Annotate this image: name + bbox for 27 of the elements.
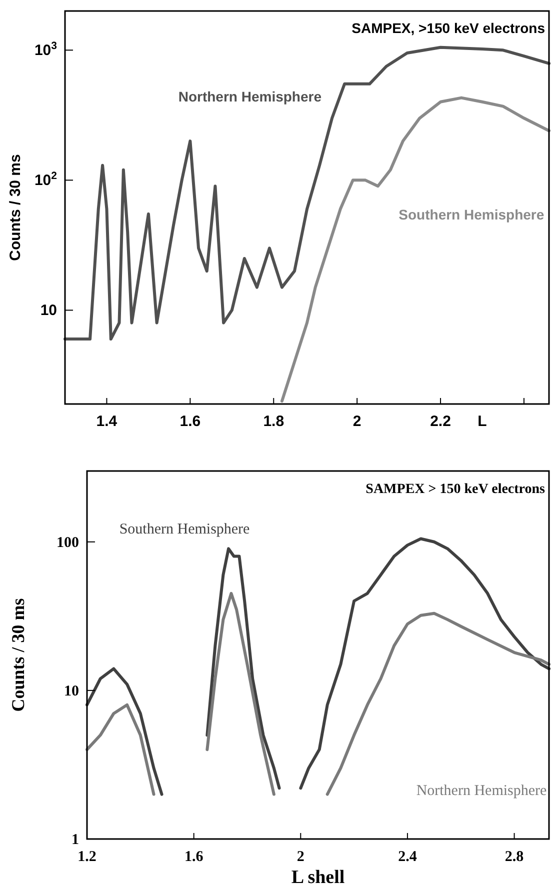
- x-tick-label: 2.8: [504, 849, 524, 865]
- text: SAMPEX, >150 keV electrons: [352, 20, 546, 36]
- line-series: [64, 46, 550, 341]
- x-tick-label: 1.6: [180, 413, 201, 430]
- y-tick-label: 10: [64, 683, 79, 700]
- x-tick-label: 2: [296, 849, 304, 865]
- x-tick-label: 2.4: [398, 849, 418, 865]
- x-axis-title: L: [478, 413, 487, 430]
- y-axis-title: Counts / 30 ms: [7, 154, 24, 261]
- x-tick-label: 2.2: [430, 413, 451, 430]
- x-tick-label: 2: [352, 413, 362, 430]
- text: Northern Hemisphere: [416, 782, 548, 799]
- y-tick-label: 10: [40, 302, 57, 320]
- series-label: Northern Hemisphere: [178, 88, 322, 104]
- x-tick-label: 1.8: [263, 413, 284, 430]
- x-axis-title: L shell: [291, 867, 345, 888]
- series-label: Southern Hemisphere: [119, 522, 250, 538]
- x-tick-label: 1.4: [96, 413, 118, 430]
- x-tick-label: 1.2: [78, 849, 96, 865]
- text: SAMPEX > 150 keV electrons: [366, 482, 546, 497]
- y-tick-label: 10$^{2}$: [34, 170, 58, 190]
- text: Southern Hemisphere: [398, 206, 544, 222]
- y-tick-label: 100: [56, 534, 79, 551]
- y-axis-title: Counts / 30 ms: [8, 598, 28, 712]
- y-tick-label: 1: [72, 832, 79, 848]
- y-tick-label: 10$^{3}$: [34, 40, 58, 60]
- x-tick-label: 1.6: [184, 849, 204, 865]
